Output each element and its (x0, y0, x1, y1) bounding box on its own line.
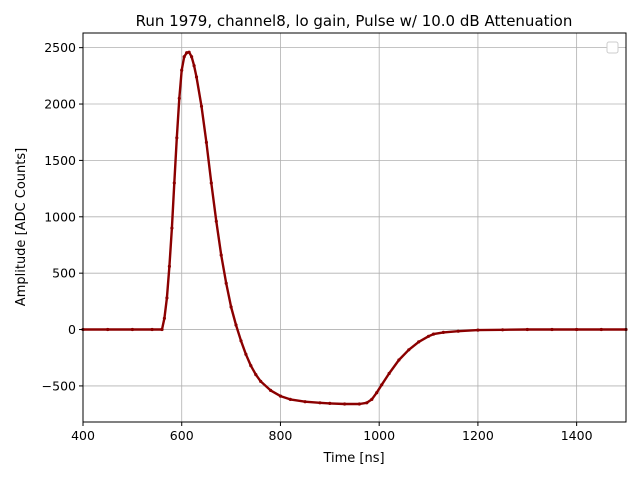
data-point (318, 401, 322, 405)
data-point (182, 55, 186, 59)
data-point (209, 181, 213, 185)
data-point (175, 136, 179, 140)
x-tick-label: 800 (269, 428, 293, 443)
data-point (172, 181, 176, 185)
data-point (456, 329, 460, 333)
y-tick-label: 1500 (44, 153, 76, 168)
data-point (249, 364, 253, 368)
grid (82, 33, 626, 422)
data-point (259, 379, 263, 383)
data-point (357, 402, 361, 406)
data-point (365, 401, 369, 405)
data-point (278, 394, 283, 398)
x-axis-label: Time [ns] (322, 451, 384, 466)
data-point (599, 327, 603, 332)
y-tick-label: 1000 (44, 209, 76, 224)
data-point (192, 64, 196, 68)
data-point (303, 400, 307, 404)
y-tick-label: 2000 (44, 97, 76, 112)
ticks: 400 600 800 1000 1200 1400 −500 0 500 1000 1500 200… (42, 40, 593, 443)
x-tick-label: 1400 (561, 428, 593, 443)
data-point (199, 104, 204, 108)
data-point (204, 140, 208, 144)
data-point (431, 332, 436, 336)
y-tick-label: 2500 (44, 40, 76, 55)
data-point (328, 401, 332, 405)
data-point (417, 340, 421, 344)
data-point (106, 327, 110, 332)
data-point (185, 51, 189, 55)
y-tick-label: −500 (42, 378, 76, 393)
chart-title: Run 1979, channel8, lo gain, Pulse w/ 10… (136, 12, 573, 30)
data-point (375, 391, 379, 395)
data-point (550, 327, 554, 332)
data-point (387, 371, 391, 376)
data-layer (81, 50, 628, 406)
data-point (501, 328, 505, 332)
plot-frame (82, 32, 627, 423)
data-point (575, 327, 579, 332)
x-tick-label: 1200 (462, 428, 494, 443)
data-point (190, 55, 194, 59)
data-point (269, 388, 273, 392)
data-point (180, 68, 184, 72)
x-tick-label: 400 (71, 428, 95, 443)
data-point (380, 383, 384, 387)
data-point (288, 397, 292, 401)
data-point (234, 323, 238, 327)
data-point (244, 352, 248, 356)
data-point (229, 305, 233, 309)
data-point (525, 327, 529, 332)
legend-box (606, 41, 619, 54)
data-point (397, 358, 401, 362)
data-point (130, 327, 134, 332)
data-point (219, 253, 223, 257)
y-axis-label: Amplitude [ADC Counts] (14, 148, 29, 306)
data-point (214, 219, 218, 223)
data-point (476, 328, 480, 332)
data-point (239, 339, 243, 343)
data-point (254, 373, 258, 377)
x-tick-label: 600 (170, 428, 194, 443)
data-point (187, 50, 191, 54)
data-point (165, 296, 169, 300)
x-tick-label: 1000 (363, 428, 395, 443)
data-point (224, 281, 228, 285)
data-point (150, 327, 154, 332)
data-point (170, 226, 174, 230)
data-point (370, 397, 374, 401)
data-point (177, 96, 181, 100)
y-tick-label: 0 (68, 322, 76, 337)
data-point (426, 334, 431, 338)
data-point (162, 316, 166, 320)
y-tick-label: 500 (52, 266, 76, 281)
data-point (194, 75, 199, 79)
data-point (343, 402, 347, 406)
data-point (167, 264, 171, 268)
data-point (160, 327, 164, 332)
data-point (407, 348, 411, 352)
data-point (441, 330, 445, 334)
